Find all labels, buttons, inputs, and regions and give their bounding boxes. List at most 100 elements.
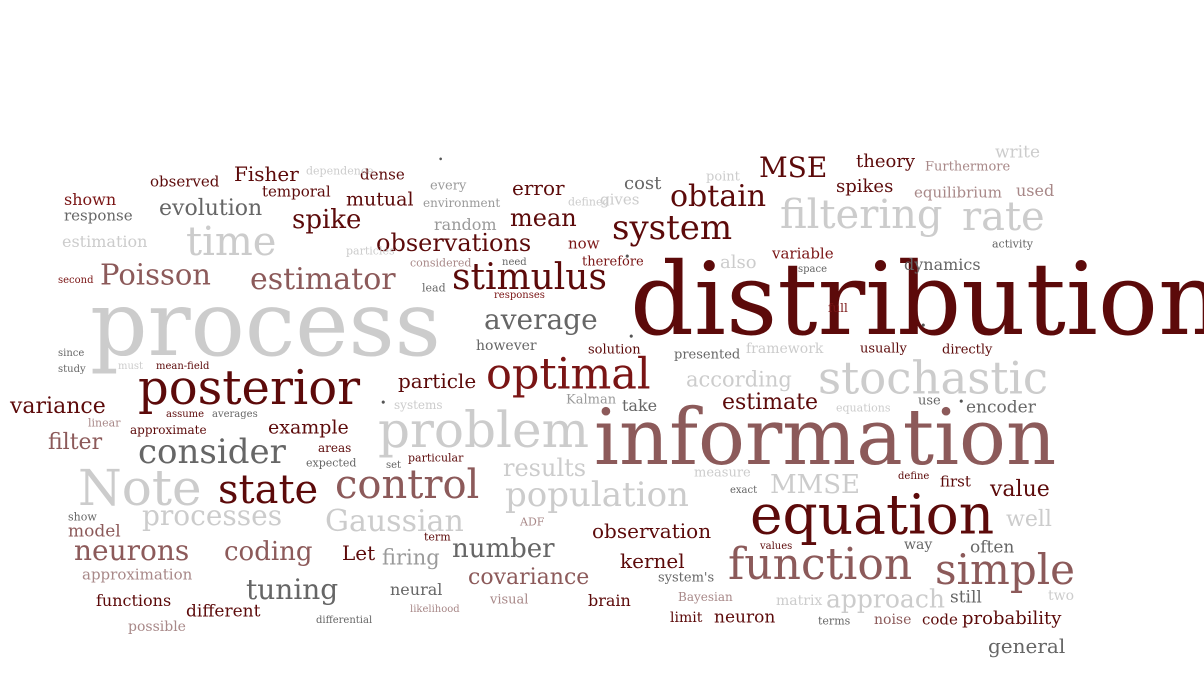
cloud-word: also: [720, 252, 757, 273]
cloud-word: used: [1016, 181, 1055, 200]
cloud-word: Fisher: [234, 162, 299, 186]
cloud-word: consider: [138, 432, 286, 472]
cloud-word: estimation: [62, 232, 148, 251]
cloud-word: exact: [730, 485, 758, 496]
cloud-word: optimal: [486, 349, 651, 400]
cloud-word: terms: [818, 614, 851, 628]
cloud-word: temporal: [262, 182, 331, 201]
bullet-dot: [920, 321, 927, 332]
cloud-word: filtering: [780, 192, 943, 238]
bullet-dot: [958, 397, 965, 408]
cloud-word: expected: [306, 456, 357, 470]
cloud-word: posterior: [138, 360, 361, 416]
cloud-word: limit: [670, 610, 703, 626]
cloud-word: estimator: [250, 262, 396, 297]
cloud-word: Note: [78, 459, 202, 517]
cloud-word: example: [268, 416, 349, 439]
cloud-word: now: [568, 234, 600, 253]
cloud-word: system: [612, 208, 733, 248]
cloud-word: coding: [224, 537, 313, 567]
cloud-word: control: [335, 462, 480, 508]
cloud-word: mean-field: [156, 361, 210, 372]
cloud-word: particles: [346, 244, 395, 258]
cloud-word: Bayesian: [678, 590, 733, 604]
bullet-dot: [628, 332, 635, 343]
cloud-word: spikes: [836, 176, 894, 197]
cloud-word: way: [904, 537, 933, 553]
cloud-word: environment: [423, 196, 501, 210]
cloud-word: neurons: [74, 534, 190, 567]
cloud-word: possible: [128, 619, 186, 635]
cloud-word: must: [118, 361, 144, 372]
cloud-word: therefore: [582, 254, 644, 270]
cloud-word: neuron: [714, 607, 776, 628]
cloud-word: probability: [962, 608, 1062, 629]
cloud-word: ADF: [520, 515, 545, 529]
cloud-word: however: [476, 338, 537, 354]
cloud-word: noise: [874, 612, 912, 628]
cloud-word: study: [58, 364, 86, 375]
cloud-word: Furthermore: [925, 159, 1011, 175]
cloud-word: particular: [408, 451, 464, 465]
cloud-word: likelihood: [410, 604, 460, 615]
cloud-word: equation: [750, 482, 995, 547]
cloud-word: dense: [360, 165, 405, 184]
cloud-word: distribution: [630, 241, 1204, 358]
cloud-word: covariance: [468, 565, 590, 590]
cloud-word: space: [798, 264, 828, 275]
cloud-word: according: [686, 367, 792, 392]
cloud-word: observations: [376, 229, 532, 257]
cloud-word: evolution: [159, 196, 263, 221]
cloud-word: encoder: [966, 397, 1036, 418]
cloud-word: cost: [624, 173, 662, 194]
cloud-word: mutual: [346, 188, 414, 211]
cloud-word: show: [68, 510, 97, 524]
cloud-word: full: [828, 301, 848, 315]
cloud-word: use: [918, 393, 941, 409]
cloud-word: visual: [490, 592, 529, 608]
cloud-word: response: [64, 206, 133, 225]
cloud-word: variance: [10, 394, 106, 419]
cloud-word: dynamics: [904, 255, 981, 274]
cloud-word: obtain: [670, 179, 767, 214]
cloud-word: write: [995, 142, 1041, 163]
cloud-word: information: [594, 393, 1057, 483]
cloud-word: need: [502, 257, 527, 268]
cloud-word: areas: [318, 441, 352, 455]
cloud-word: brain: [588, 591, 631, 610]
cloud-word: variable: [772, 244, 834, 263]
cloud-word: defined: [568, 195, 610, 209]
cloud-word: Gaussian: [325, 504, 464, 539]
cloud-word: population: [505, 475, 689, 515]
cloud-word: matrix: [776, 593, 823, 609]
cloud-word: linear: [88, 416, 121, 430]
cloud-word: observation: [592, 519, 712, 543]
cloud-word: equations: [836, 401, 891, 415]
cloud-word: process: [90, 272, 441, 377]
cloud-word: filter: [48, 430, 103, 455]
cloud-word: observed: [150, 172, 220, 191]
cloud-word: often: [970, 537, 1015, 558]
cloud-word: first: [940, 472, 971, 491]
cloud-word: state: [218, 467, 319, 513]
cloud-word: second: [58, 275, 94, 286]
cloud-word: simple: [935, 545, 1075, 594]
bullet-dot: [438, 157, 443, 166]
cloud-word: theory: [856, 151, 916, 172]
cloud-word: values: [760, 541, 793, 552]
cloud-word: equilibrium: [914, 183, 1002, 202]
cloud-word: Kalman: [566, 392, 617, 408]
cloud-word: every: [430, 178, 467, 194]
bullet-dot: [624, 252, 631, 263]
cloud-word: estimate: [722, 390, 819, 415]
cloud-word: presented: [674, 347, 741, 363]
cloud-word: solution: [588, 342, 641, 358]
cloud-word: framework: [746, 341, 824, 357]
cloud-word: model: [68, 521, 121, 542]
cloud-word: firing: [382, 545, 440, 570]
cloud-word: term: [424, 530, 451, 544]
cloud-word: gives: [600, 190, 640, 209]
cloud-word: usually: [860, 341, 907, 357]
cloud-word: code: [922, 610, 958, 629]
